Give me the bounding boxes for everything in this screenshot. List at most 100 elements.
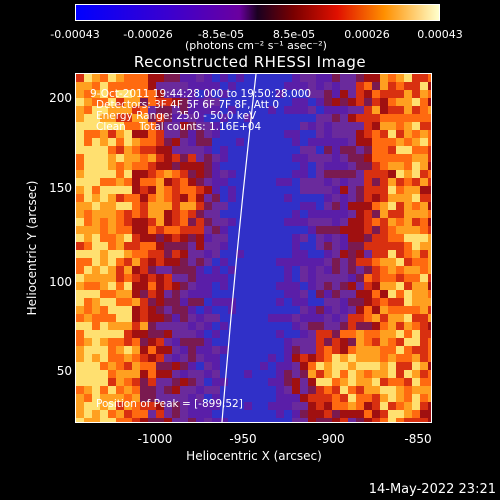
- heatmap-cell: [396, 98, 404, 106]
- heatmap-cell: [164, 194, 172, 202]
- heatmap-cell: [404, 386, 412, 394]
- heatmap-cell: [76, 74, 84, 82]
- y-tick-label: 50: [56, 364, 72, 378]
- heatmap-cell: [220, 410, 228, 418]
- heatmap-cell: [276, 194, 284, 202]
- heatmap-cell: [132, 74, 140, 82]
- heatmap-cell: [292, 314, 300, 322]
- heatmap-cell: [316, 218, 324, 226]
- heatmap-cell: [324, 338, 332, 346]
- heatmap-cell: [420, 186, 428, 194]
- heatmap-cell: [412, 410, 420, 418]
- heatmap-cell: [292, 354, 300, 362]
- heatmap-cell: [92, 218, 100, 226]
- heatmap-cell: [316, 402, 324, 410]
- heatmap-cell: [356, 370, 364, 378]
- heatmap-cell: [180, 186, 188, 194]
- heatmap-cell: [332, 346, 340, 354]
- heatmap-cell: [124, 114, 132, 122]
- heatmap-cell: [244, 266, 252, 274]
- heatmap-cell: [172, 370, 180, 378]
- y-tick-label: 150: [49, 181, 72, 195]
- heatmap-cell: [148, 194, 156, 202]
- heatmap-cell: [148, 154, 156, 162]
- heatmap-cell: [300, 338, 308, 346]
- heatmap-cell: [260, 178, 268, 186]
- heatmap-cell: [180, 266, 188, 274]
- heatmap-cell: [204, 170, 212, 178]
- heatmap-cell: [148, 250, 156, 258]
- heatmap-cell: [84, 194, 92, 202]
- heatmap-cell: [340, 370, 348, 378]
- heatmap-cell: [172, 282, 180, 290]
- heatmap-cell: [300, 266, 308, 274]
- heatmap-cell: [292, 162, 300, 170]
- heatmap-cell: [156, 386, 164, 394]
- heatmap-cell: [164, 178, 172, 186]
- heatmap-cell: [372, 386, 380, 394]
- heatmap-cell: [428, 146, 431, 154]
- heatmap-cell: [380, 138, 388, 146]
- heatmap-cell: [404, 322, 412, 330]
- heatmap-cell: [404, 82, 412, 90]
- heatmap-cell: [292, 74, 300, 82]
- heatmap-cell: [340, 314, 348, 322]
- heatmap-cell: [260, 154, 268, 162]
- heatmap-cell: [260, 234, 268, 242]
- heatmap-cell: [292, 346, 300, 354]
- heatmap-cell: [164, 290, 172, 298]
- heatmap-cell: [196, 362, 204, 370]
- heatmap-cell: [300, 370, 308, 378]
- heatmap-cell: [228, 154, 236, 162]
- heatmap-cell: [244, 178, 252, 186]
- heatmap-cell: [140, 266, 148, 274]
- heatmap-cell: [276, 226, 284, 234]
- heatmap-cell: [140, 370, 148, 378]
- heatmap-cell: [324, 98, 332, 106]
- heatmap-cell: [428, 418, 431, 422]
- heatmap-cell: [116, 218, 124, 226]
- heatmap-cell: [124, 154, 132, 162]
- heatmap-cell: [420, 402, 428, 410]
- heatmap-cell: [284, 314, 292, 322]
- heatmap-cell: [364, 138, 372, 146]
- heatmap-cell: [428, 122, 431, 130]
- heatmap-cell: [124, 354, 132, 362]
- heatmap-cell: [364, 162, 372, 170]
- heatmap-cell: [196, 402, 204, 410]
- heatmap-cell: [276, 234, 284, 242]
- heatmap-cell: [76, 82, 84, 90]
- heatmap-cell: [364, 106, 372, 114]
- heatmap-cell: [388, 378, 396, 386]
- heatmap-cell: [260, 306, 268, 314]
- colorbar-tick-label: -0.00026: [123, 28, 173, 41]
- heatmap-cell: [380, 178, 388, 186]
- heatmap-cell: [220, 362, 228, 370]
- heatmap-cell: [148, 218, 156, 226]
- heatmap-cell: [364, 266, 372, 274]
- heatmap-cell: [140, 346, 148, 354]
- heatmap-cell: [284, 378, 292, 386]
- heatmap-cell: [340, 338, 348, 346]
- heatmap-cell: [236, 178, 244, 186]
- heatmap-cell: [164, 210, 172, 218]
- heatmap-cell: [204, 234, 212, 242]
- heatmap-cell: [172, 106, 180, 114]
- heatmap-cell: [268, 250, 276, 258]
- heatmap-cell: [76, 146, 84, 154]
- heatmap-cell: [124, 322, 132, 330]
- heatmap-cell: [188, 322, 196, 330]
- heatmap-cell: [156, 226, 164, 234]
- heatmap-cell: [268, 194, 276, 202]
- heatmap-cell: [276, 178, 284, 186]
- heatmap-cell: [412, 314, 420, 322]
- heatmap-cell: [404, 378, 412, 386]
- heatmap-cell: [260, 354, 268, 362]
- heatmap-cell: [92, 194, 100, 202]
- heatmap-cell: [140, 162, 148, 170]
- heatmap-cell: [356, 274, 364, 282]
- heatmap-cell: [380, 226, 388, 234]
- heatmap-cell: [228, 202, 236, 210]
- heatmap-cell: [396, 330, 404, 338]
- heatmap-cell: [132, 106, 140, 114]
